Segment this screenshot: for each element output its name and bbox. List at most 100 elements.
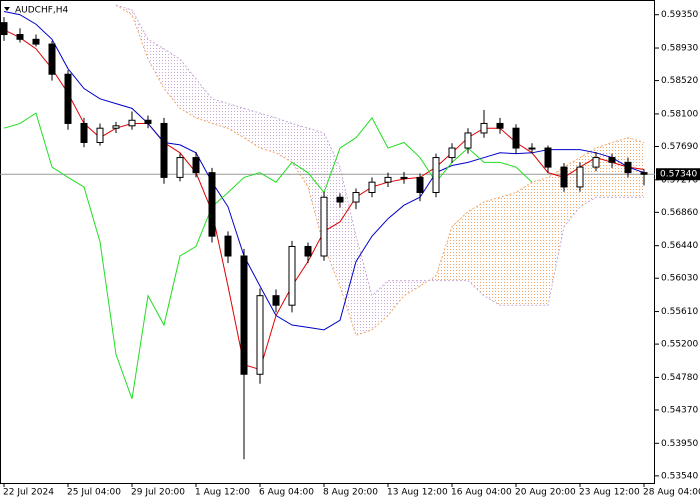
x-tick-label: 28 Aug 04:00	[643, 488, 700, 498]
candle-body	[560, 166, 568, 188]
y-tick-label: 0.55610	[661, 307, 698, 317]
cloud-segment	[548, 167, 564, 306]
cloud-segment	[580, 148, 596, 207]
cloud-segment	[484, 197, 500, 306]
candle-body	[112, 125, 120, 129]
candle-body	[208, 172, 216, 237]
y-tick-label: 0.58930	[661, 44, 698, 54]
cloud-segment	[388, 280, 404, 316]
candle-body	[16, 34, 24, 40]
candle-body	[176, 157, 184, 178]
candle-body	[304, 245, 312, 257]
indicator-line	[3, 11, 645, 331]
candle-body	[480, 122, 488, 134]
cloud-segment	[244, 108, 260, 149]
cloud-segment	[196, 78, 212, 124]
candle-body	[64, 73, 72, 124]
y-tick-label: 0.57690	[661, 142, 698, 152]
candle-body	[496, 122, 504, 129]
x-tick-label: 13 Aug 12:00	[387, 488, 448, 498]
x-tick-label: 23 Aug 12:00	[579, 488, 640, 498]
candle-body	[272, 295, 280, 306]
candle-body	[544, 147, 552, 168]
candle-body	[240, 255, 248, 375]
cloud-segment	[116, 5, 132, 15]
cloud-segment	[356, 236, 372, 336]
cloud-segment	[180, 59, 196, 118]
candle-body	[368, 181, 376, 193]
indicator-line	[3, 112, 533, 400]
cloud-segment	[228, 103, 244, 138]
candle-body	[640, 172, 648, 175]
candle-body	[448, 147, 456, 159]
cloud-segment	[292, 123, 308, 187]
candle-body	[144, 119, 152, 124]
candle-body	[288, 245, 296, 306]
candle-body	[336, 196, 344, 203]
candle-body	[320, 196, 328, 257]
cloud-segment	[340, 167, 356, 336]
x-tick-label: 25 Jul 04:00	[67, 488, 121, 498]
menu-icon[interactable]	[4, 7, 10, 11]
y-tick-label: 0.53950	[661, 439, 698, 449]
cloud-segment	[212, 98, 228, 129]
y-tick-label: 0.58520	[661, 76, 698, 86]
candle-body	[352, 191, 360, 203]
cloud-segment	[532, 177, 548, 306]
cloud-edge	[115, 4, 644, 306]
cloud-segment	[260, 113, 276, 153]
x-tick-label: 1 Aug 12:00	[195, 488, 250, 498]
candle-body	[48, 43, 56, 75]
candle-body	[160, 122, 168, 178]
y-tick-label: 0.58100	[661, 109, 698, 119]
y-tick-label: 0.56860	[661, 208, 698, 218]
cloud-segment	[404, 280, 420, 296]
candle-body	[416, 176, 424, 193]
cloud-segment	[148, 39, 164, 89]
last-price-box	[656, 168, 700, 181]
candle-body	[512, 127, 520, 149]
x-tick-label: 6 Aug 04:00	[259, 488, 314, 498]
y-tick-label: 0.56440	[661, 241, 698, 251]
candle-body	[592, 157, 600, 168]
cloud-segment	[436, 226, 452, 281]
cloud-segment	[452, 211, 468, 281]
y-tick-label: 0.54780	[661, 373, 698, 383]
x-tick-label: 29 Jul 20:00	[131, 488, 185, 498]
candle-body	[464, 132, 472, 149]
candle-body	[96, 127, 104, 143]
x-tick-label: 22 Jul 2024	[3, 488, 54, 498]
candle-body	[608, 157, 616, 163]
cloud-segment	[276, 117, 292, 163]
candle-body	[0, 22, 8, 36]
cloud-edge	[115, 4, 645, 337]
candle-body	[528, 147, 536, 150]
y-tick-label: 0.57270	[661, 175, 698, 185]
cloud-segment	[372, 280, 388, 330]
cloud-segment	[308, 128, 324, 247]
y-tick-label: 0.54370	[661, 405, 698, 415]
candle-body	[432, 157, 440, 193]
candle-body	[576, 166, 584, 188]
y-tick-label: 0.53540	[661, 471, 698, 481]
candle-body	[192, 157, 200, 174]
candle-body	[128, 119, 136, 127]
cloud-layer	[0, 4, 655, 337]
candle-body	[256, 295, 264, 375]
candle-body	[624, 161, 632, 174]
cloud-segment	[516, 182, 532, 306]
chart-title: AUDCHF,H4	[15, 6, 69, 16]
cloud-segment	[500, 192, 516, 306]
main-layer	[0, 11, 648, 460]
candle-body	[32, 38, 40, 45]
candle-body	[400, 176, 408, 179]
y-tick-label: 0.55200	[661, 340, 698, 350]
y-tick-label: 0.59350	[661, 10, 698, 20]
cloud-segment	[324, 132, 340, 287]
last-price-label: 0.57340	[660, 170, 697, 180]
cloud-segment	[628, 137, 644, 198]
candle-body	[224, 235, 232, 257]
cloud-segment	[596, 142, 612, 198]
